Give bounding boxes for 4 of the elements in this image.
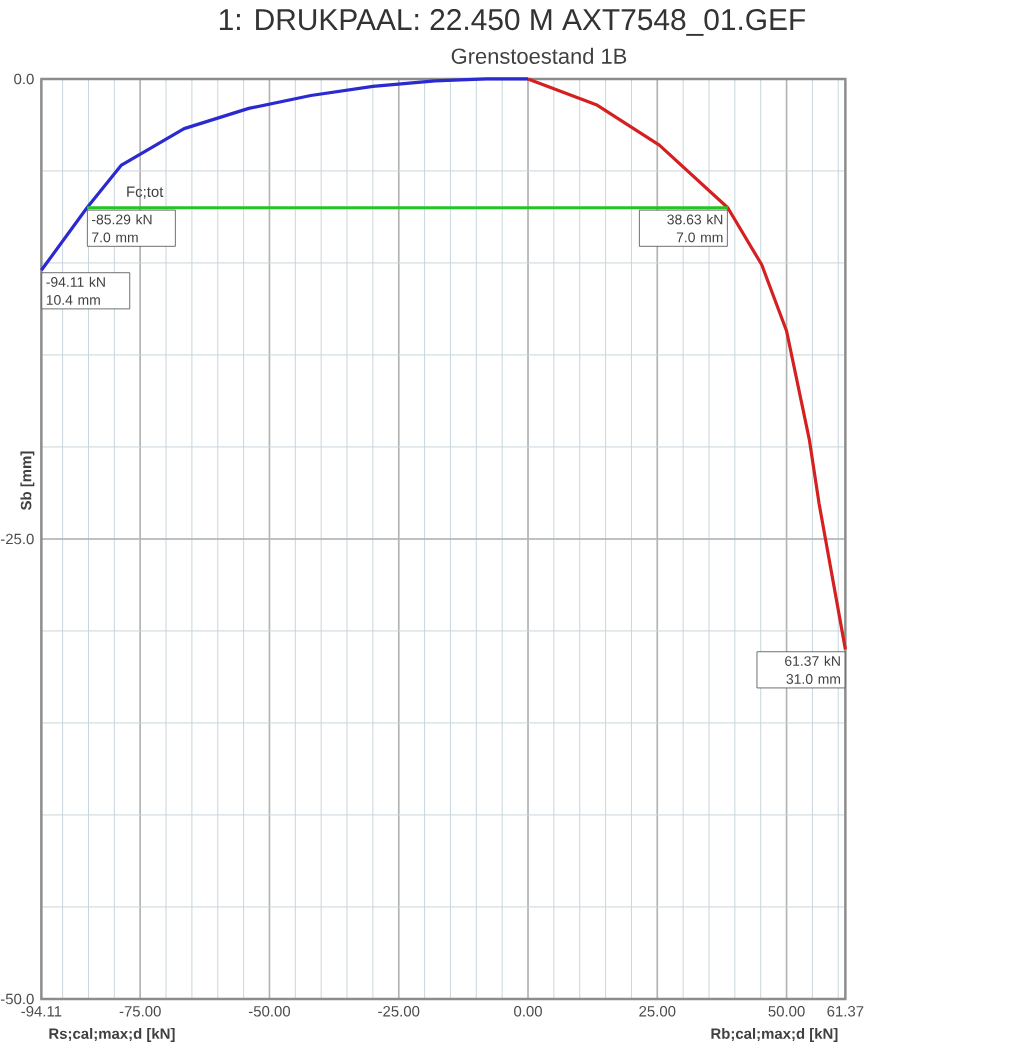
- chart-subtitle: Grenstoestand 1B: [451, 47, 627, 64]
- chart-title: 1: DRUKPAAL: 22.450 M AXT7548_01.GEF: [219, 9, 806, 36]
- line-series: [39, 77, 530, 272]
- line-series: [526, 77, 847, 651]
